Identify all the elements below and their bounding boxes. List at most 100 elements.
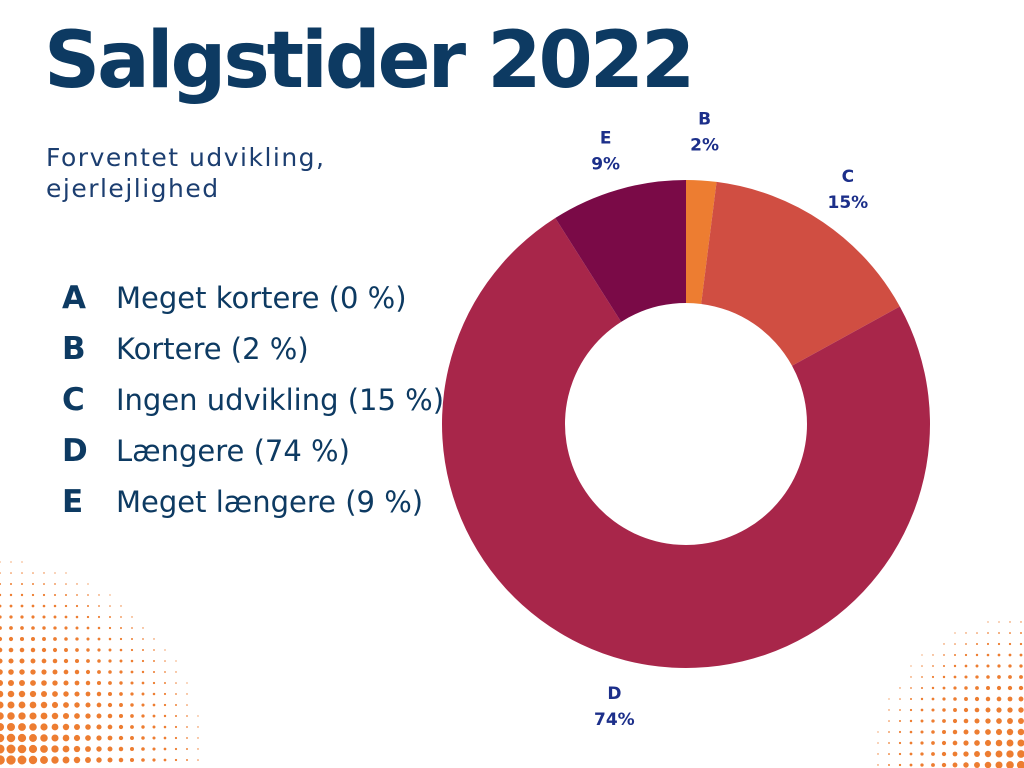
decor-dot — [942, 697, 946, 701]
decor-dot — [107, 746, 113, 752]
decor-dot — [985, 696, 991, 702]
decor-dot — [131, 616, 133, 618]
decor-dot — [954, 632, 956, 634]
decor-dot — [129, 757, 135, 763]
decor-dot — [30, 636, 36, 642]
decor-dot — [174, 714, 178, 718]
decor-dot — [86, 659, 90, 663]
decor-dot — [164, 649, 166, 651]
decor-dot — [141, 692, 145, 696]
decor-dot — [1007, 718, 1013, 724]
slice-letter: B — [698, 110, 711, 130]
decor-dot — [0, 561, 1, 563]
decor-dot — [920, 730, 924, 734]
slice-label-d: D 74% — [594, 684, 635, 730]
donut-slices — [441, 180, 930, 668]
decor-dot — [898, 730, 902, 734]
decor-dot — [96, 735, 102, 741]
decor-dot — [877, 753, 879, 755]
decor-dot — [19, 669, 25, 675]
decor-dot — [30, 680, 36, 686]
decor-dot — [975, 664, 979, 668]
decor-dot — [19, 680, 25, 686]
decor-dot — [96, 702, 102, 708]
decor-dot — [0, 572, 1, 574]
decor-dot — [997, 675, 1001, 679]
decor-dot — [87, 605, 89, 607]
decor-dot — [0, 712, 4, 720]
decor-dot — [164, 682, 166, 684]
decor-dot — [996, 718, 1002, 724]
decor-dot — [163, 758, 167, 762]
slice-percent: 74% — [594, 710, 635, 730]
decor-dot — [63, 680, 69, 686]
decor-dot — [98, 605, 100, 607]
decor-dot — [107, 713, 113, 719]
decor-dot — [953, 708, 957, 712]
decor-dot — [119, 648, 123, 652]
decor-dot — [8, 636, 14, 642]
decor-dot — [898, 741, 902, 745]
decor-dot — [63, 658, 69, 664]
decor-dot — [75, 637, 79, 641]
slice-percent: 9% — [591, 154, 620, 174]
decor-dot — [952, 718, 958, 724]
decor-dot — [141, 725, 145, 729]
decor-dot — [118, 735, 124, 741]
decor-dot — [53, 604, 57, 608]
decor-dot — [19, 636, 25, 642]
decor-dot — [130, 714, 134, 718]
decor-dot — [85, 735, 91, 741]
decor-dot — [164, 660, 166, 662]
decor-dot — [17, 755, 27, 765]
decor-dot — [942, 719, 946, 723]
decor-dot — [130, 736, 134, 740]
decor-dot — [964, 653, 968, 657]
decor-dot — [6, 733, 16, 743]
decor-dot — [131, 627, 133, 629]
decor-dot — [174, 736, 178, 740]
decor-dot — [941, 751, 947, 757]
decor-dot — [0, 722, 5, 732]
decor-dot — [142, 638, 144, 640]
decor-dot — [40, 734, 48, 742]
decor-dot — [987, 621, 989, 623]
decor-dot — [0, 701, 4, 709]
decor-dot — [52, 691, 58, 697]
decor-dot — [920, 763, 924, 767]
decor-dot — [909, 708, 913, 712]
decor-dot — [931, 708, 935, 712]
decor-dot — [97, 648, 101, 652]
decor-dot — [31, 626, 35, 630]
decor-dot — [21, 583, 23, 585]
decor-dot — [62, 756, 70, 764]
decor-dot — [909, 763, 913, 767]
decor-dot — [995, 739, 1003, 747]
decor-dot — [64, 604, 68, 608]
decor-dot — [6, 755, 16, 765]
decor-dot — [1019, 653, 1023, 657]
decor-dot — [1008, 664, 1012, 668]
decor-dot — [28, 744, 38, 754]
decor-dot — [53, 637, 57, 641]
decor-dot — [85, 702, 91, 708]
decor-dot — [29, 723, 37, 731]
decor-dot — [7, 701, 15, 709]
slice-percent: 15% — [828, 193, 869, 213]
decor-dot — [109, 594, 111, 596]
decor-dot — [175, 693, 177, 695]
decor-dot — [108, 659, 112, 663]
legend-letter: D — [62, 432, 88, 469]
decor-dot — [1018, 707, 1024, 713]
decor-dot — [30, 647, 36, 653]
decor-dot — [20, 604, 24, 608]
decor-dot — [130, 681, 134, 685]
decor-dot — [909, 741, 913, 745]
decor-dot — [42, 626, 46, 630]
decor-dot — [952, 740, 958, 746]
decor-dot — [975, 686, 979, 690]
donut-slice-d — [441, 217, 930, 668]
slice-label-c: C 15% — [828, 167, 869, 213]
decor-dot — [21, 572, 23, 574]
decor-dot — [30, 669, 36, 675]
